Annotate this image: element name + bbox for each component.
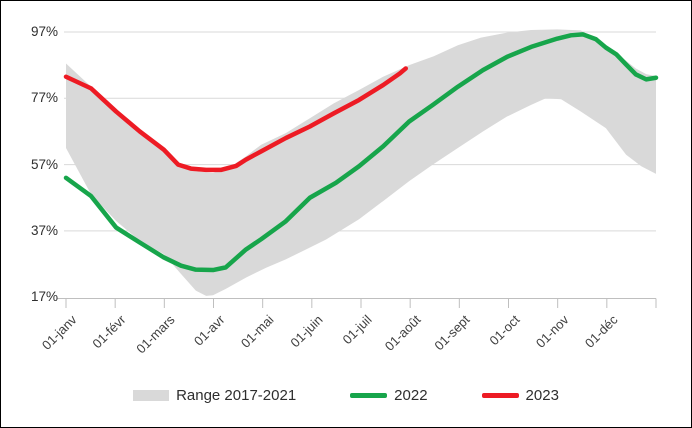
y-axis-label: 17% [12, 290, 58, 304]
chart-legend: Range 2017-2021 2022 2023 [1, 387, 691, 404]
legend-item-2022: 2022 [350, 387, 427, 404]
legend-item-2023: 2023 [482, 387, 559, 404]
chart-frame: 97%77%57%37%17% 01-janv01-févr01-mars01-… [0, 0, 692, 428]
legend-label-2023: 2023 [526, 387, 559, 404]
legend-item-range: Range 2017-2021 [133, 387, 296, 404]
range-swatch-icon [133, 390, 169, 401]
legend-label-2022: 2022 [394, 387, 427, 404]
y-axis-label: 37% [12, 224, 58, 238]
legend-label-range: Range 2017-2021 [176, 387, 296, 404]
y-axis-label: 57% [12, 158, 58, 172]
y-axis-label: 97% [12, 25, 58, 39]
red-line-swatch-icon [482, 393, 519, 398]
y-axis-label: 77% [12, 91, 58, 105]
chart-canvas [1, 1, 692, 428]
green-line-swatch-icon [350, 393, 387, 398]
